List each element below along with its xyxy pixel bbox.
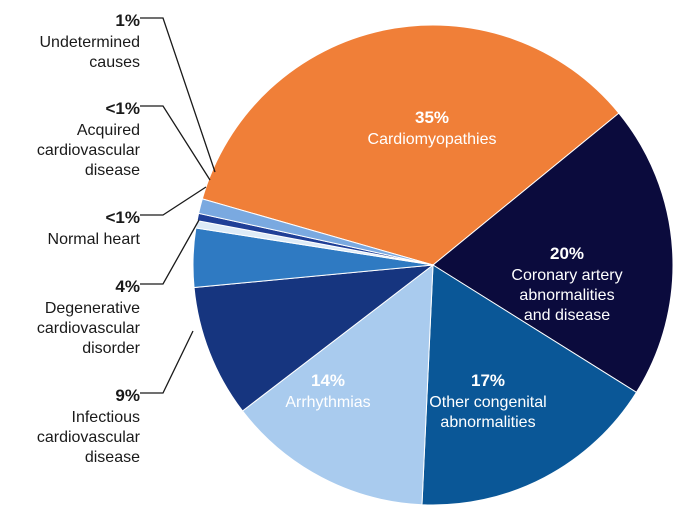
slice-name-label: disease — [85, 162, 140, 179]
slice-name-label: cardiovascular — [37, 429, 141, 446]
slice-percent-label: 17% — [471, 371, 505, 390]
pie-slice — [421, 264, 638, 506]
slice-name-label: Infectious — [72, 409, 140, 426]
pie-slice — [432, 112, 674, 394]
slice-name-label: Arrhythmias — [285, 394, 370, 411]
slice-percent-label: 14% — [311, 371, 345, 390]
slice-name-label: Coronary artery — [511, 267, 622, 284]
pie-slices — [192, 24, 674, 506]
leader-line — [140, 105, 211, 181]
pie-slice — [201, 24, 620, 266]
slice-percent-label: <1% — [106, 208, 141, 227]
slice-name-label: Degenerative — [45, 300, 140, 317]
pie-slice — [193, 264, 435, 412]
slice-name-label: cardiovascular — [37, 320, 141, 337]
slice-name-label: disease — [85, 449, 140, 466]
slice-name-label: abnormalities — [519, 287, 614, 304]
leader-lines — [140, 17, 216, 394]
slice-labels: 35% Cardiomyopathies 20% Coronary artery abn… — [37, 11, 623, 466]
slice-percent-label: 4% — [115, 277, 140, 296]
slice-name-label: abnormalities — [440, 414, 535, 431]
slice-name-label: causes — [89, 54, 140, 71]
leader-line — [140, 330, 194, 394]
leader-line — [140, 219, 200, 285]
slice-percent-label: 9% — [115, 386, 140, 405]
slice-percent-label: 35% — [415, 108, 449, 127]
slice-name-label: Acquired — [77, 122, 140, 139]
slice-name-label: cardiovascular — [37, 142, 141, 159]
pie-slice — [198, 198, 434, 266]
slice-percent-label: 1% — [115, 11, 140, 30]
slice-name-label: and disease — [524, 307, 610, 324]
slice-percent-label: 20% — [550, 244, 584, 263]
slice-name-label: Cardiomyopathies — [368, 131, 497, 148]
slice-name-label: Normal heart — [48, 231, 141, 248]
leader-line — [140, 186, 207, 216]
slice-percent-label: <1% — [106, 99, 141, 118]
slice-name-label: disorder — [82, 340, 140, 357]
slice-name-label: Undetermined — [40, 34, 141, 51]
slice-name-label: Other congenital — [429, 394, 546, 411]
leader-line — [140, 17, 216, 173]
pie-slice — [241, 263, 434, 506]
